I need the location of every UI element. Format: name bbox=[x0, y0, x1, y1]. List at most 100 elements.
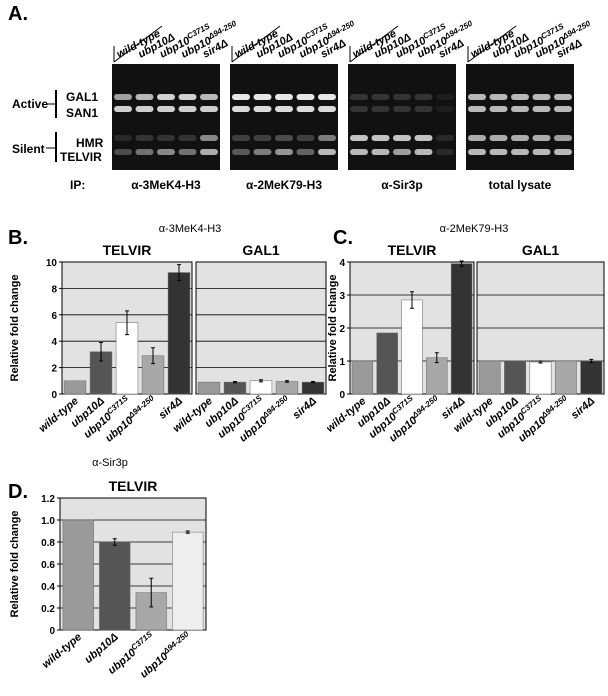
bar bbox=[504, 360, 527, 395]
gel-band bbox=[489, 135, 508, 141]
y-tick-label: 4 bbox=[51, 337, 57, 348]
band-label: TELVIR bbox=[60, 150, 102, 164]
gel-band bbox=[275, 149, 293, 155]
bar bbox=[351, 360, 374, 395]
y-axis-label: Relative fold change bbox=[9, 275, 21, 382]
gel-band bbox=[114, 106, 132, 112]
gel-band bbox=[350, 149, 368, 155]
lane-divider bbox=[231, 25, 281, 63]
x-tick-label: wild-type bbox=[40, 631, 84, 671]
gel-band bbox=[350, 94, 368, 100]
gel-band bbox=[436, 106, 454, 112]
ip-name: α-2MeK79-H3 bbox=[246, 178, 322, 192]
panel-title: TELVIR bbox=[103, 242, 152, 258]
gel-band bbox=[318, 106, 336, 112]
gel-band bbox=[318, 94, 336, 100]
superscript: Δ94-250 bbox=[126, 393, 156, 420]
gel-band bbox=[318, 149, 336, 155]
error-bar bbox=[177, 264, 181, 281]
gel-band bbox=[489, 149, 508, 155]
lane-divider bbox=[349, 25, 399, 63]
y-tick-label: 10 bbox=[46, 258, 58, 269]
bar bbox=[167, 272, 191, 395]
panel-label: D. bbox=[8, 481, 28, 503]
gel-band bbox=[532, 135, 551, 141]
group-label: Silent bbox=[12, 142, 45, 156]
lane-divider bbox=[113, 25, 163, 63]
gel-band bbox=[178, 94, 197, 100]
gel-band bbox=[414, 106, 433, 112]
ip-name: α-3MeK4-H3 bbox=[131, 178, 201, 192]
gel-band bbox=[414, 149, 433, 155]
y-tick-label: 3 bbox=[339, 291, 345, 302]
bar bbox=[99, 541, 131, 631]
gel-band bbox=[178, 106, 197, 112]
bar bbox=[275, 381, 299, 395]
bar bbox=[478, 360, 501, 395]
gel-band bbox=[468, 135, 486, 141]
y-tick-label: 0.4 bbox=[41, 582, 55, 593]
y-tick-label: 2 bbox=[51, 364, 57, 375]
y-tick-label: 8 bbox=[51, 284, 57, 295]
gel-band bbox=[200, 106, 218, 112]
error-bar bbox=[112, 538, 117, 546]
bar bbox=[62, 519, 94, 631]
y-tick-label: 1.2 bbox=[41, 494, 55, 505]
gel-band bbox=[200, 94, 218, 100]
gel-band bbox=[318, 135, 336, 141]
panel-label: C. bbox=[333, 227, 353, 249]
error-bar bbox=[185, 530, 190, 534]
bar bbox=[63, 380, 87, 395]
chart-title: α-3MeK4-H3 bbox=[159, 223, 222, 235]
gel-band bbox=[275, 135, 293, 141]
gel-band bbox=[414, 135, 433, 141]
gel-band bbox=[554, 106, 572, 112]
gel-band bbox=[468, 94, 486, 100]
bar bbox=[301, 381, 325, 395]
y-tick-label: 0 bbox=[339, 390, 345, 401]
gel-band bbox=[114, 94, 132, 100]
gel-band bbox=[554, 94, 572, 100]
y-tick-label: 0.2 bbox=[41, 604, 55, 615]
gel-band bbox=[371, 106, 390, 112]
ip-name: total lysate bbox=[489, 178, 552, 192]
gel-band bbox=[393, 94, 411, 100]
error-bar bbox=[285, 380, 289, 383]
gel-band bbox=[489, 106, 508, 112]
y-tick-label: 4 bbox=[339, 258, 345, 269]
gel-band bbox=[253, 149, 272, 155]
gel-band bbox=[296, 106, 315, 112]
gel-band bbox=[157, 149, 175, 155]
superscript: Δ94-250 bbox=[410, 393, 440, 420]
bar bbox=[450, 263, 473, 395]
ip-name: α-Sir3p bbox=[381, 178, 422, 192]
y-axis-label: Relative fold change bbox=[327, 275, 339, 382]
gel-band bbox=[275, 94, 293, 100]
panel-title: TELVIR bbox=[109, 478, 158, 494]
error-bar bbox=[410, 291, 414, 309]
gel-band bbox=[200, 149, 218, 155]
bar bbox=[401, 299, 423, 395]
y-tick-label: 0 bbox=[49, 626, 55, 637]
panel-title: TELVIR bbox=[388, 242, 437, 258]
gel-band bbox=[468, 149, 486, 155]
group-label: Active bbox=[12, 97, 48, 111]
band-label: GAL1 bbox=[66, 90, 98, 104]
gel-band bbox=[532, 94, 551, 100]
error-bar bbox=[589, 358, 594, 364]
gel-band bbox=[511, 94, 529, 100]
gel-band bbox=[350, 106, 368, 112]
gel-band bbox=[436, 94, 454, 100]
y-tick-label: 0.6 bbox=[41, 560, 55, 571]
gel-band bbox=[371, 149, 390, 155]
bar bbox=[529, 361, 552, 395]
gel-band bbox=[371, 135, 390, 141]
panel-title: GAL1 bbox=[522, 242, 560, 258]
error-bar bbox=[151, 347, 155, 365]
error-bar bbox=[233, 380, 237, 384]
gel-band bbox=[414, 94, 433, 100]
chart-title: α-Sir3p bbox=[92, 457, 128, 469]
bar bbox=[554, 360, 577, 395]
plot-area bbox=[195, 261, 327, 395]
chart-title: α-2MeK79-H3 bbox=[440, 223, 509, 235]
